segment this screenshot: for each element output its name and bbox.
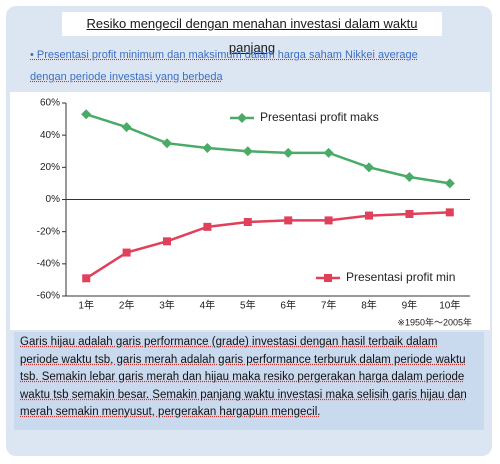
point	[324, 216, 333, 225]
x-tick-label: 10年	[439, 299, 460, 312]
description: Garis hijau adalah garis performance (gr…	[14, 332, 484, 430]
point	[202, 143, 213, 154]
point	[121, 122, 132, 133]
point	[323, 147, 334, 158]
x-tick-label: 1年	[78, 299, 94, 312]
y-tick-label: 20%	[40, 162, 60, 173]
point	[365, 211, 373, 220]
legend-marker	[237, 113, 247, 123]
title: Resiko mengecil dengan menahan investasi…	[62, 12, 442, 55]
legend-label: Presentasi profit maks	[260, 110, 379, 124]
point	[243, 218, 252, 227]
point	[242, 146, 253, 157]
point	[162, 138, 172, 149]
x-tick-label: 7年	[321, 299, 337, 312]
point	[81, 109, 92, 120]
point	[122, 248, 131, 257]
line	[85, 211, 450, 280]
y-tick-label: -20%	[37, 226, 60, 237]
point	[284, 216, 293, 225]
note: ※1950年～2005年	[397, 316, 472, 327]
x-tick-label: 3年	[159, 299, 175, 312]
subtitle: • Presentasi profit minimum dan maksimum…	[30, 49, 418, 83]
point	[203, 222, 212, 231]
x-tick-label: 8年	[361, 299, 377, 312]
point	[405, 209, 414, 218]
y-tick-label: -60%	[37, 291, 60, 302]
point	[163, 237, 171, 246]
point	[404, 171, 415, 182]
y-tick-label: 0%	[46, 194, 61, 205]
x-tick-label: 6年	[280, 299, 296, 312]
point	[364, 162, 374, 173]
legend-marker	[324, 274, 332, 282]
point	[283, 147, 294, 158]
point	[82, 274, 91, 283]
legend-label: Presentasi profit min	[346, 270, 455, 284]
point	[444, 178, 455, 189]
x-tick-label: 2年	[119, 299, 135, 312]
y-tick-label: 40%	[40, 130, 60, 141]
line	[85, 113, 450, 185]
y-tick-label: 60%	[40, 98, 60, 109]
x-tick-label: 5年	[240, 299, 256, 312]
y-tick-label: -40%	[37, 258, 60, 269]
point	[445, 208, 454, 217]
x-tick-label: 9年	[402, 299, 418, 312]
x-tick-label: 4年	[200, 299, 216, 312]
